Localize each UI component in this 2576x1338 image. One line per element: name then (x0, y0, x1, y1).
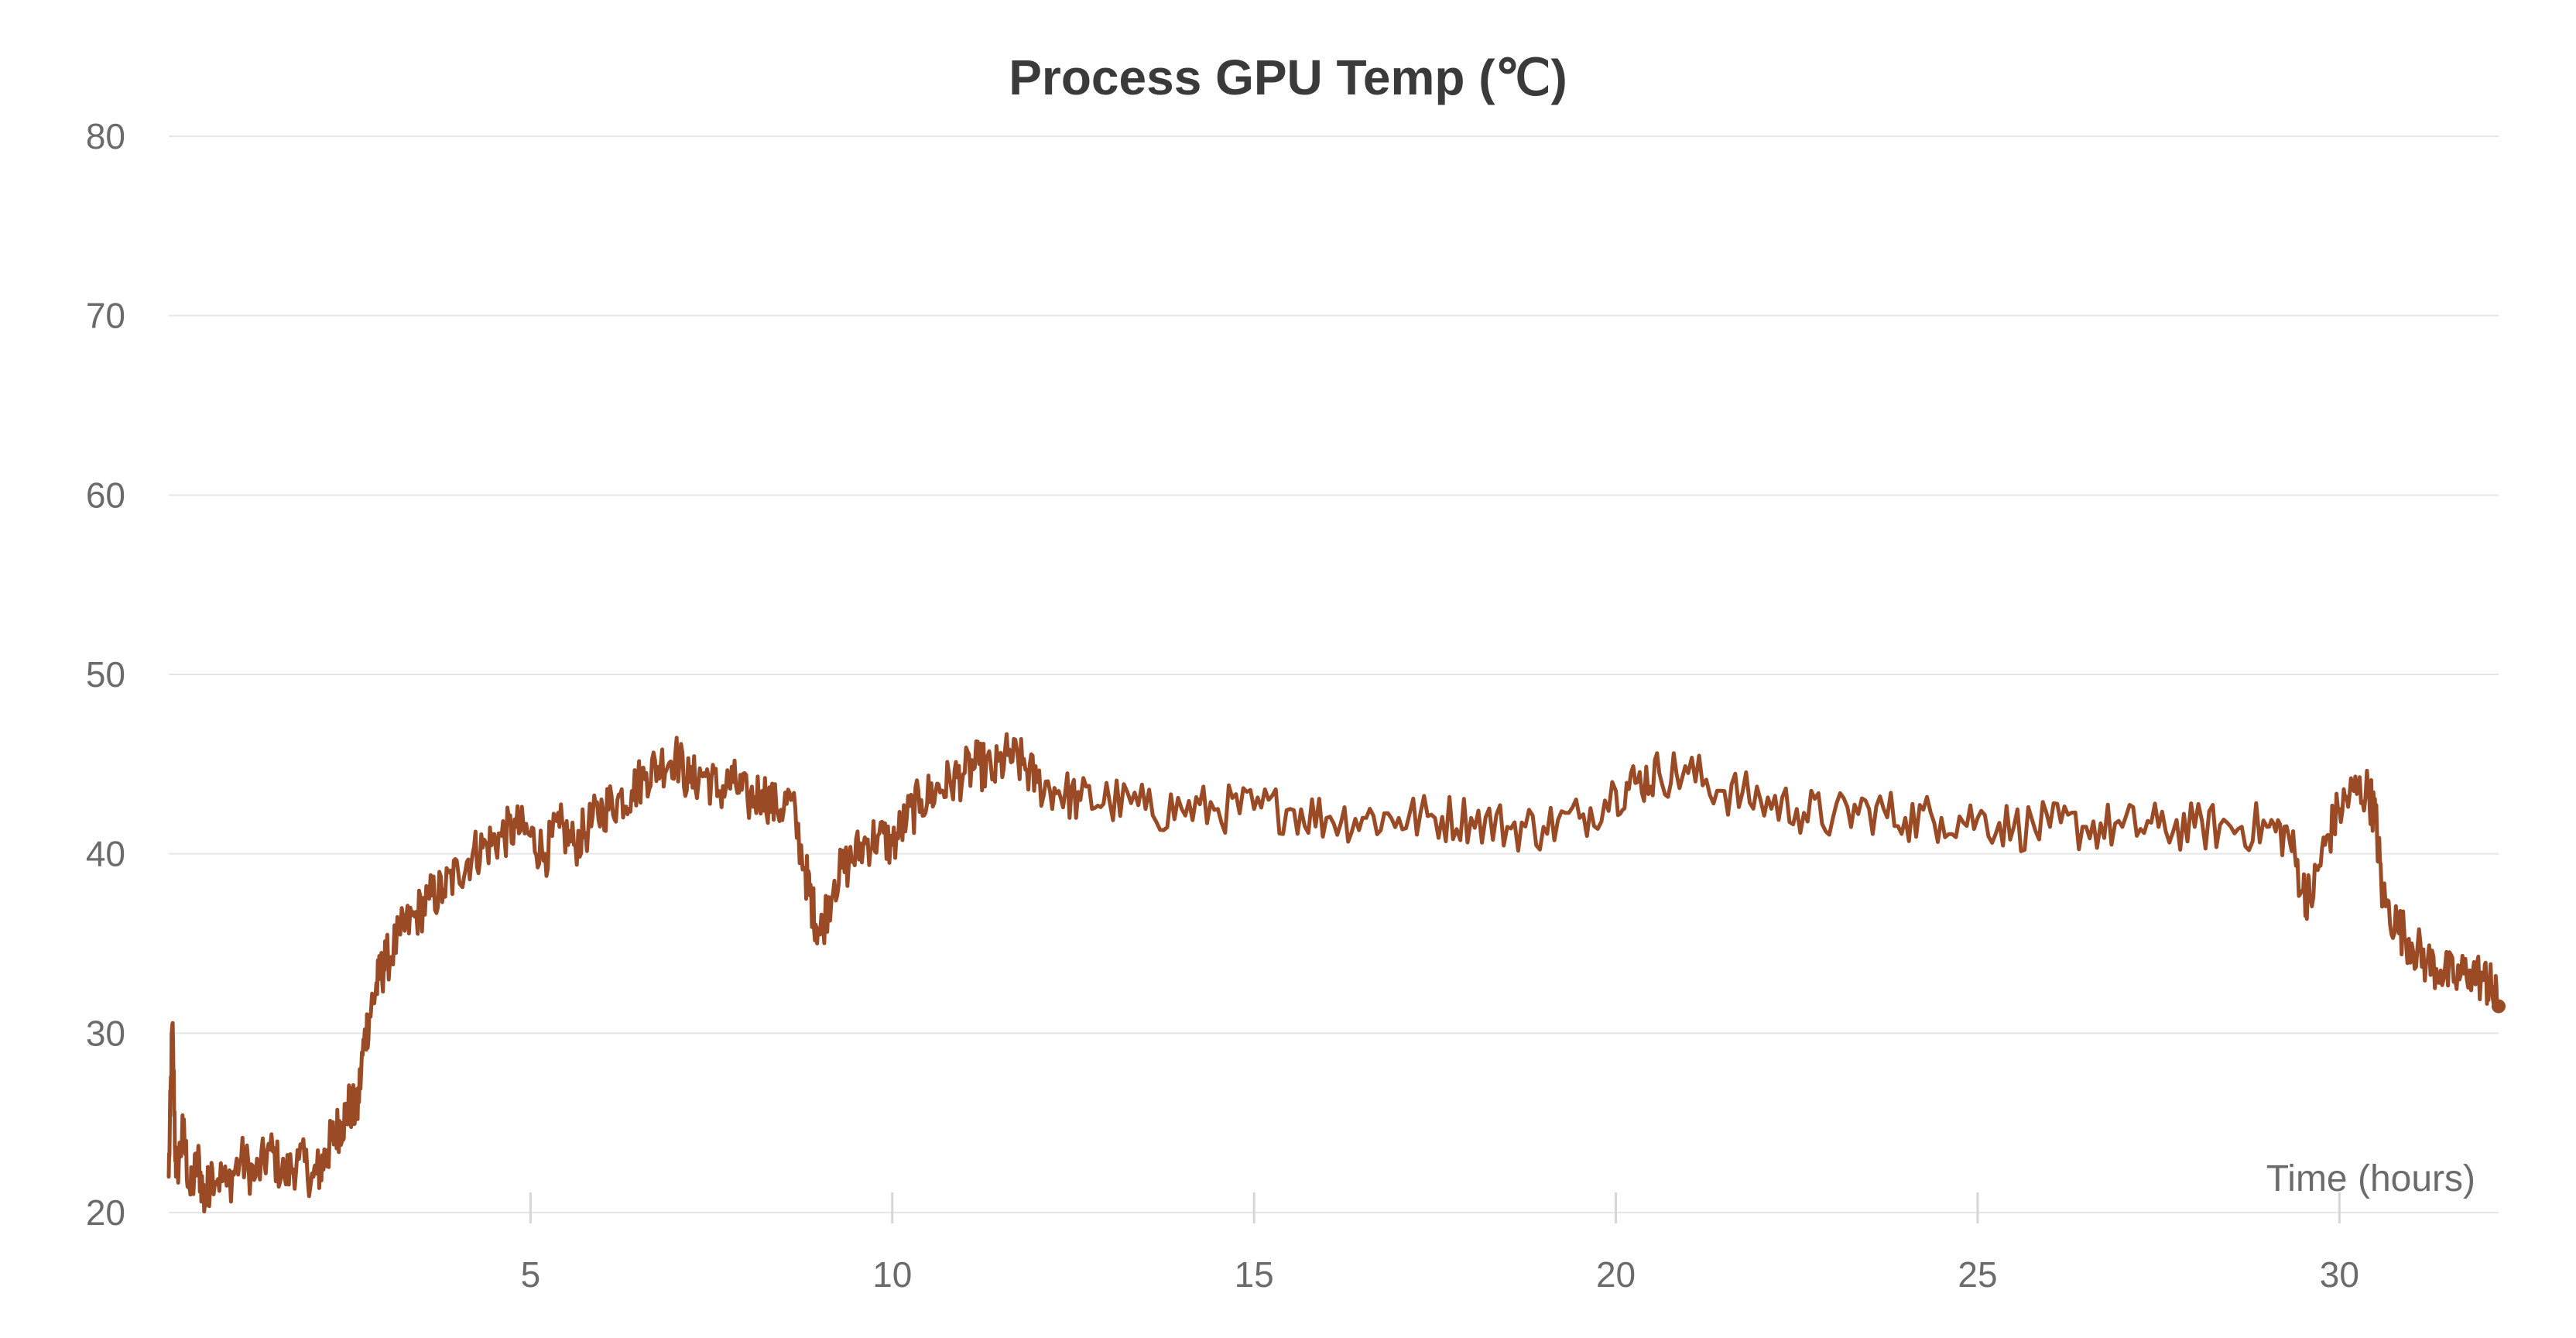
chart-title: Process GPU Temp (℃) (1009, 50, 1567, 105)
y-tick-label: 50 (86, 654, 125, 695)
y-tick-labels: 20 30 40 50 60 70 80 (86, 116, 125, 1233)
x-tick-label: 15 (1235, 1254, 1274, 1295)
series-endpoint-marker (2492, 999, 2506, 1014)
y-tick-label: 20 (86, 1192, 125, 1233)
x-tick-label: 25 (1958, 1254, 1997, 1295)
x-tick-label: 30 (2320, 1254, 2359, 1295)
x-tick-labels: 5 10 15 20 25 30 (521, 1192, 2359, 1295)
x-tick-label: 10 (872, 1254, 912, 1295)
y-tick-label: 40 (86, 834, 125, 874)
y-tick-label: 30 (86, 1013, 125, 1053)
x-tick-label: 20 (1596, 1254, 1636, 1295)
gridlines (169, 136, 2499, 1213)
x-axis-label: Time (hours) (2266, 1158, 2475, 1199)
y-tick-label: 70 (86, 296, 125, 336)
series-line (166, 732, 2501, 1214)
series-layer (166, 732, 2506, 1214)
x-tick-label: 5 (521, 1254, 541, 1295)
y-tick-label: 80 (86, 116, 125, 156)
y-tick-label: 60 (86, 475, 125, 515)
